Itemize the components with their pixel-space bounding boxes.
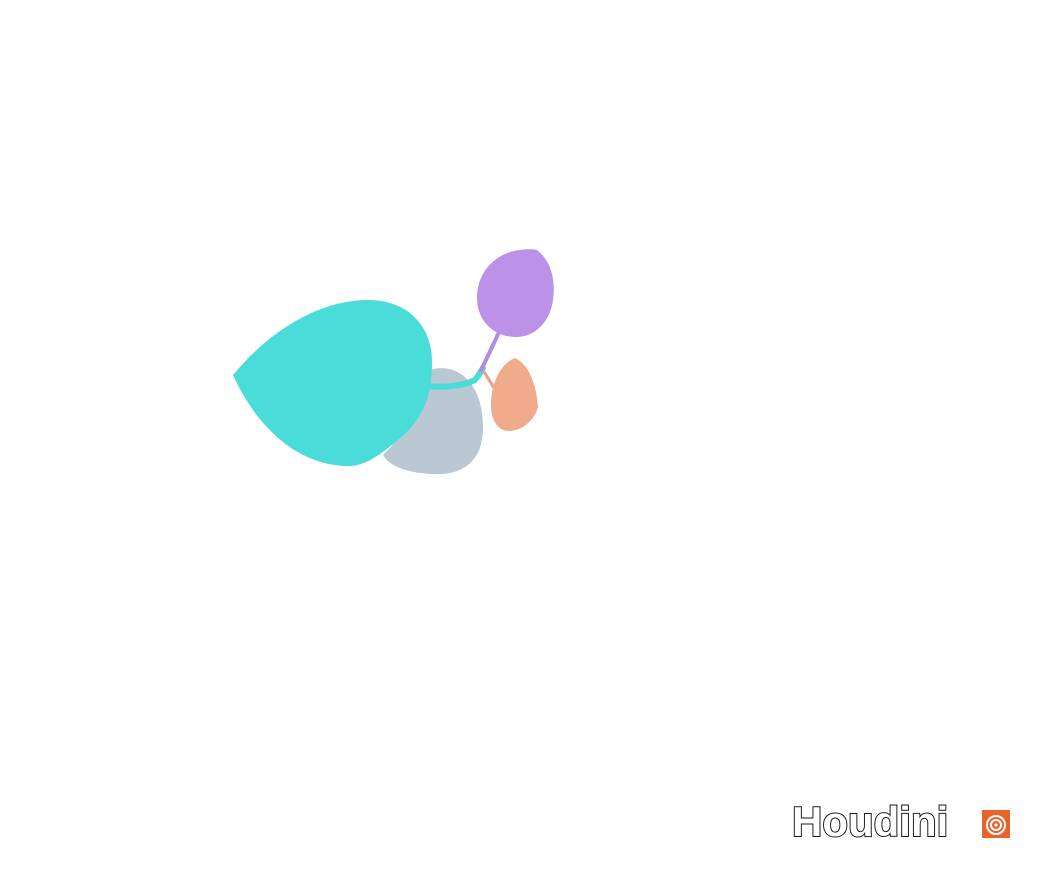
houdini-watermark: Houdini: [791, 798, 1010, 844]
orange-leaf: [490, 358, 538, 431]
watermark-text: Houdini: [792, 798, 948, 844]
back-leaf: [383, 368, 484, 475]
houdini-spiral-icon: [982, 810, 1010, 838]
large-leaf: [233, 300, 432, 466]
purple-leaf: [477, 249, 554, 337]
purple-stem: [479, 328, 502, 372]
